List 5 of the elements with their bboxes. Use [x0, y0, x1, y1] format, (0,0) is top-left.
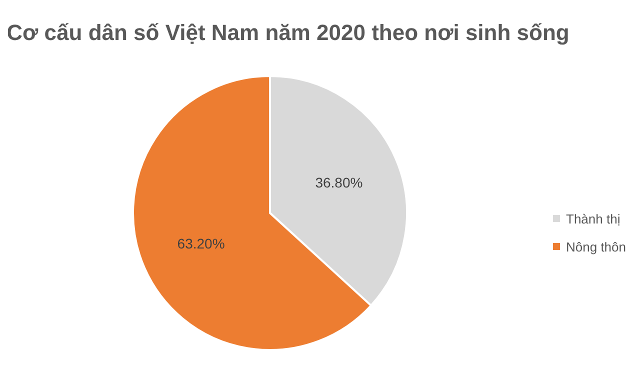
legend-label: Nông thôn — [566, 240, 626, 254]
data-label: 36.80% — [315, 174, 363, 191]
legend-label: Thành thị — [566, 212, 620, 226]
chart-title: Cơ cấu dân số Việt Nam năm 2020 theo nơi sinh sống — [6, 20, 570, 45]
data-label: 63.20% — [177, 235, 225, 252]
